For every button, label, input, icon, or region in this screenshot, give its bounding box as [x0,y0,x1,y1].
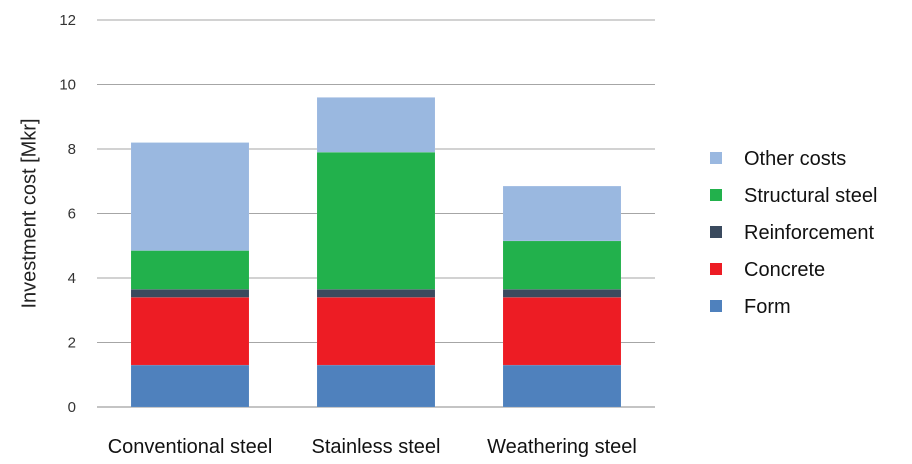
bar-segment-other-costs [502,185,622,242]
bar-segment-concrete [316,297,436,366]
y-axis-ticks: 0 2 4 6 8 10 12 [59,12,76,416]
y-tick-label: 2 [68,335,76,352]
y-tick-label: 0 [68,399,76,416]
bars [130,97,622,408]
bar-segment-structural-steel [316,151,436,290]
bar-segment-other-costs [130,142,250,251]
bar-segment-concrete [130,297,250,366]
legend-label: Structural steel [744,185,877,207]
x-axis-categories: Conventional steel Stainless steel Weather… [108,436,637,458]
y-tick-label: 8 [68,141,76,158]
y-tick-label: 4 [68,270,76,287]
bar-segment-reinforcement [502,289,622,298]
bar-segment-structural-steel [130,250,250,290]
bar-segment-concrete [502,297,622,366]
legend-swatch [710,300,722,312]
legend-swatch [710,189,722,201]
y-tick-label: 6 [68,206,76,223]
legend: Other costs Structural steel Reinforcement… [710,148,877,318]
legend-label: Reinforcement [744,222,875,244]
legend-label: Other costs [744,148,846,170]
legend-swatch [710,152,722,164]
bar-segment-reinforcement [130,289,250,298]
legend-label: Concrete [744,259,825,281]
y-tick-label: 12 [59,12,76,29]
bar-segment-form [130,364,250,408]
legend-swatch [710,226,722,238]
bar-segment-structural-steel [502,240,622,290]
bar-segment-reinforcement [316,289,436,298]
x-category-label: Stainless steel [312,436,441,458]
legend-label: Form [744,296,791,318]
x-category-label: Weathering steel [487,436,637,458]
bar-segment-form [502,364,622,408]
bar-segment-other-costs [316,97,436,153]
y-tick-label: 10 [59,77,76,94]
x-category-label: Conventional steel [108,436,273,458]
bar-segment-form [316,364,436,408]
y-axis-title: Investment cost [Mkr] [18,118,40,308]
legend-swatch [710,263,722,275]
